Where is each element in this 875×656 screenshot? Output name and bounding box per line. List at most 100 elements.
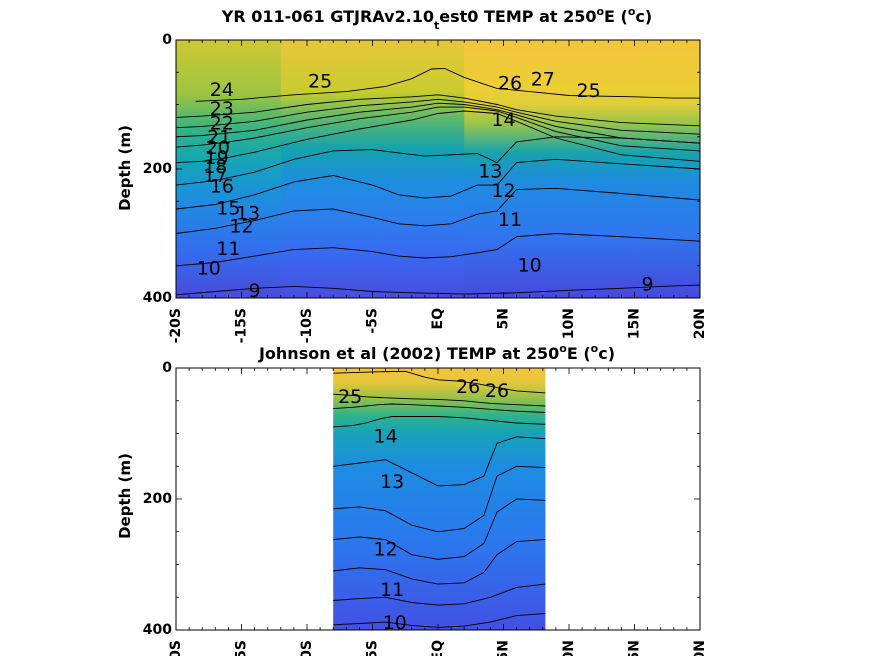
contour-label: 23: [210, 98, 234, 120]
contour-line: [333, 436, 546, 487]
contour-label: 18: [203, 156, 227, 178]
x-tick-label: -5S: [365, 308, 381, 334]
bottom-panel-y-ticks: 0 200 400: [143, 360, 700, 638]
y-tick-label: 0: [162, 360, 172, 376]
title-part: o: [559, 342, 567, 355]
contour-line: [175, 94, 701, 127]
x-tick-label: -15S: [234, 640, 250, 656]
contour-label: 9: [642, 274, 654, 296]
x-tick-label: 10N: [561, 308, 577, 339]
bottom-panel-x-ticks: -20S -15S -10S -5S EQ 5N 10N 15N 20N: [168, 368, 708, 656]
contour-label: 11: [216, 238, 240, 260]
x-tick-label: -10S: [299, 640, 315, 656]
contour-label: 10: [383, 612, 407, 634]
contour-label: 15: [216, 198, 240, 220]
title-part: o: [628, 5, 636, 18]
contour-line: [175, 106, 701, 152]
x-tick-label: 20N: [692, 308, 708, 339]
contour-label: 26: [485, 380, 509, 402]
contour-line: [195, 67, 700, 102]
contour-label: 10: [518, 254, 542, 276]
contour-line: [333, 498, 546, 560]
contour-line: [175, 158, 701, 210]
x-tick-label: -20S: [168, 640, 184, 656]
x-tick-label: 15N: [627, 640, 643, 656]
contour-line: [175, 110, 701, 164]
contour-line: [333, 416, 546, 428]
title-part: o: [596, 5, 604, 18]
contour-label: 25: [308, 70, 332, 92]
contour-label: 12: [491, 180, 515, 202]
contour-label: 24: [210, 79, 234, 101]
contour-label: 16: [210, 176, 234, 198]
contour-label: 22: [210, 112, 234, 134]
x-tick-label: -15S: [234, 308, 250, 343]
contour-line: [175, 233, 701, 267]
contour-label: 21: [207, 127, 231, 149]
title-part: E (: [604, 7, 628, 26]
y-tick-label: 400: [143, 622, 172, 638]
contour-line: [333, 403, 546, 413]
title-part: YR 011-061 GTJRAv2.10: [221, 7, 434, 26]
bottom-panel-contour-labels: 25 26 26 14 13 12 11 10: [338, 376, 509, 634]
x-tick-label: 10N: [561, 640, 577, 656]
contour-line: [333, 393, 546, 407]
top-panel: YR 011-061 GTJRAv2.10test0 TEMP at 250oE…: [116, 5, 708, 343]
contour-label: 20: [206, 137, 230, 159]
bottom-panel-title: Johnson et al (2002) TEMP at 250oE (oc): [258, 342, 615, 363]
title-part: est0 TEMP at 250: [439, 7, 596, 26]
contour-label: 17: [203, 165, 227, 187]
top-panel-title: YR 011-061 GTJRAv2.10test0 TEMP at 250oE…: [221, 5, 652, 32]
contour-line: [333, 583, 546, 606]
title-part: c): [598, 344, 615, 363]
top-panel-y-axis-label: Depth (m): [116, 125, 134, 211]
y-tick-label: 400: [143, 290, 172, 306]
bottom-panel: Johnson et al (2002) TEMP at 250oE (oc) …: [116, 342, 708, 656]
x-tick-label: -10S: [299, 308, 315, 343]
contour-label: 12: [374, 539, 398, 561]
contour-label: 19: [205, 147, 229, 169]
contour-label: 13: [380, 471, 404, 493]
contour-label: 13: [236, 203, 260, 225]
contour-line: [175, 98, 701, 135]
contour-line: [333, 370, 546, 394]
contour-line: [175, 187, 701, 234]
contour-line: [333, 539, 546, 585]
contour-label: 10: [197, 258, 221, 280]
contour-line: [175, 284, 701, 296]
bottom-panel-temperature-field: [333, 368, 546, 630]
x-tick-label: -20S: [168, 308, 184, 343]
title-part: E (: [567, 344, 591, 363]
x-tick-label: 5N: [496, 640, 512, 656]
title-part: t: [434, 19, 439, 32]
x-tick-label: EQ: [430, 640, 446, 656]
y-tick-label: 0: [162, 32, 172, 48]
x-tick-label: EQ: [430, 308, 446, 330]
contour-line: [333, 465, 546, 533]
x-tick-label: 5N: [496, 308, 512, 329]
bottom-panel-contour-lines: [333, 370, 546, 628]
contour-label: 25: [577, 80, 601, 102]
bottom-panel-y-axis-label: Depth (m): [116, 453, 134, 539]
contour-label: 14: [374, 425, 398, 447]
title-part: Johnson et al (2002) TEMP at 250: [258, 344, 559, 363]
top-panel-x-ticks: -20S -15S -10S -5S EQ 5N 10N 15N 20N: [168, 40, 708, 343]
bottom-panel-plot-area: 25 26 26 14 13 12 11 10: [175, 367, 701, 634]
top-panel-y-ticks: 0 200 400: [143, 32, 700, 306]
contour-label: 9: [249, 280, 261, 302]
contour-label: 14: [491, 109, 515, 131]
x-tick-label: 20N: [692, 640, 708, 656]
contour-label: 26: [456, 376, 480, 398]
top-panel-contour-lines: [175, 67, 701, 296]
x-tick-label: -5S: [365, 640, 381, 656]
y-tick-label: 200: [143, 491, 172, 507]
contour-label: 13: [478, 161, 502, 183]
x-tick-label: 15N: [627, 308, 643, 339]
title-part: o: [591, 342, 599, 355]
contour-label: 11: [380, 579, 404, 601]
top-panel-warm-pool-shading: [464, 40, 700, 298]
contour-label: 27: [531, 69, 555, 91]
contour-line: [175, 102, 701, 144]
